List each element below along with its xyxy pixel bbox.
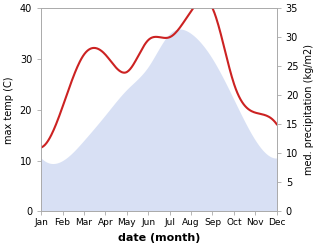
X-axis label: date (month): date (month)	[118, 233, 200, 243]
Y-axis label: max temp (C): max temp (C)	[4, 76, 14, 144]
Y-axis label: med. precipitation (kg/m2): med. precipitation (kg/m2)	[304, 44, 314, 175]
